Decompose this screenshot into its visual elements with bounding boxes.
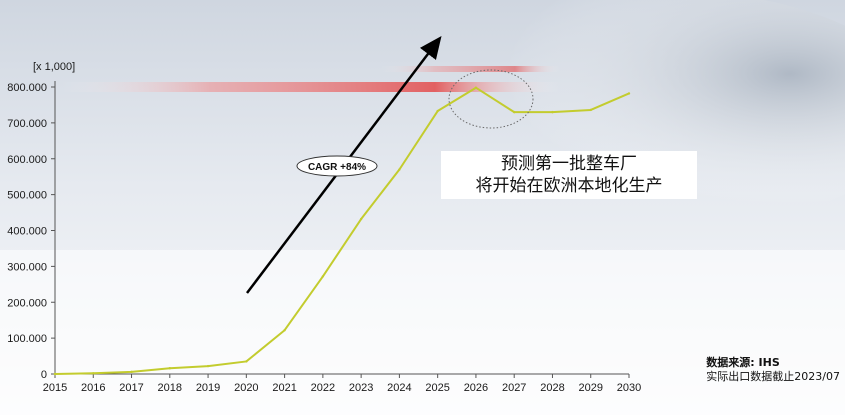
x-tick-label: 2016 bbox=[81, 382, 105, 394]
x-tick-label: 2015 bbox=[43, 382, 67, 394]
data-point bbox=[398, 168, 401, 171]
data-point bbox=[130, 370, 133, 374]
x-tick-label: 2019 bbox=[196, 382, 220, 394]
forecast-callout: 预测第一批整车厂 将开始在欧洲本地化生产 bbox=[441, 151, 697, 199]
callout-line-1: 预测第一批整车厂 bbox=[501, 154, 637, 174]
data-point bbox=[474, 86, 478, 89]
callout-line-2: 将开始在欧洲本地化生产 bbox=[475, 176, 663, 196]
data-point bbox=[627, 92, 631, 95]
data-point bbox=[589, 108, 592, 112]
y-tick-label: 300.000 bbox=[7, 261, 47, 273]
x-tick-label: 2021 bbox=[272, 382, 296, 394]
x-tick-label: 2029 bbox=[578, 382, 602, 394]
data-point bbox=[168, 367, 171, 370]
x-tick-label: 2028 bbox=[540, 382, 564, 394]
x-tick-label: 2018 bbox=[158, 382, 182, 394]
data-point bbox=[245, 360, 248, 363]
data-point bbox=[53, 372, 57, 376]
y-tick-label: 800.000 bbox=[7, 82, 47, 94]
data-point bbox=[206, 364, 210, 368]
y-tick-label: 600.000 bbox=[7, 154, 47, 166]
x-tick-label: 2026 bbox=[464, 382, 488, 394]
peak-highlight-circle bbox=[448, 69, 534, 129]
data-point bbox=[551, 110, 554, 114]
x-tick-label: 2017 bbox=[119, 382, 143, 394]
data-point bbox=[321, 275, 325, 278]
y-axis-unit-label: [x 1,000] bbox=[33, 61, 75, 73]
y-tick-label: 700.000 bbox=[7, 118, 47, 130]
source-label: 数据来源: IHS bbox=[706, 356, 780, 369]
data-point bbox=[513, 110, 516, 114]
data-point bbox=[283, 329, 286, 332]
x-tick-label: 2020 bbox=[234, 382, 258, 394]
x-tick-label: 2027 bbox=[502, 382, 526, 394]
source-note: 数据来源: IHS 实际出口数据截止2023/07 bbox=[706, 356, 840, 384]
y-tick-label: 500.000 bbox=[7, 190, 47, 202]
x-tick-label: 2023 bbox=[349, 382, 373, 394]
data-point bbox=[92, 372, 95, 375]
series-line bbox=[54, 86, 630, 375]
cagr-label: CAGR +84% bbox=[308, 162, 366, 173]
y-tick-label: 0 bbox=[41, 369, 47, 381]
cagr-label-box bbox=[296, 155, 378, 177]
data-point bbox=[436, 109, 439, 113]
data-point bbox=[359, 217, 363, 221]
y-tick-label: 400.000 bbox=[7, 226, 47, 238]
source-cutoff-note: 实际出口数据截止2023/07 bbox=[706, 370, 840, 383]
x-tick-label: 2030 bbox=[617, 382, 641, 394]
y-tick-label: 200.000 bbox=[7, 297, 47, 309]
x-tick-label: 2024 bbox=[387, 382, 411, 394]
x-tick-label: 2022 bbox=[311, 382, 335, 394]
x-tick-label: 2025 bbox=[425, 382, 449, 394]
y-tick-label: 100.000 bbox=[7, 333, 47, 345]
